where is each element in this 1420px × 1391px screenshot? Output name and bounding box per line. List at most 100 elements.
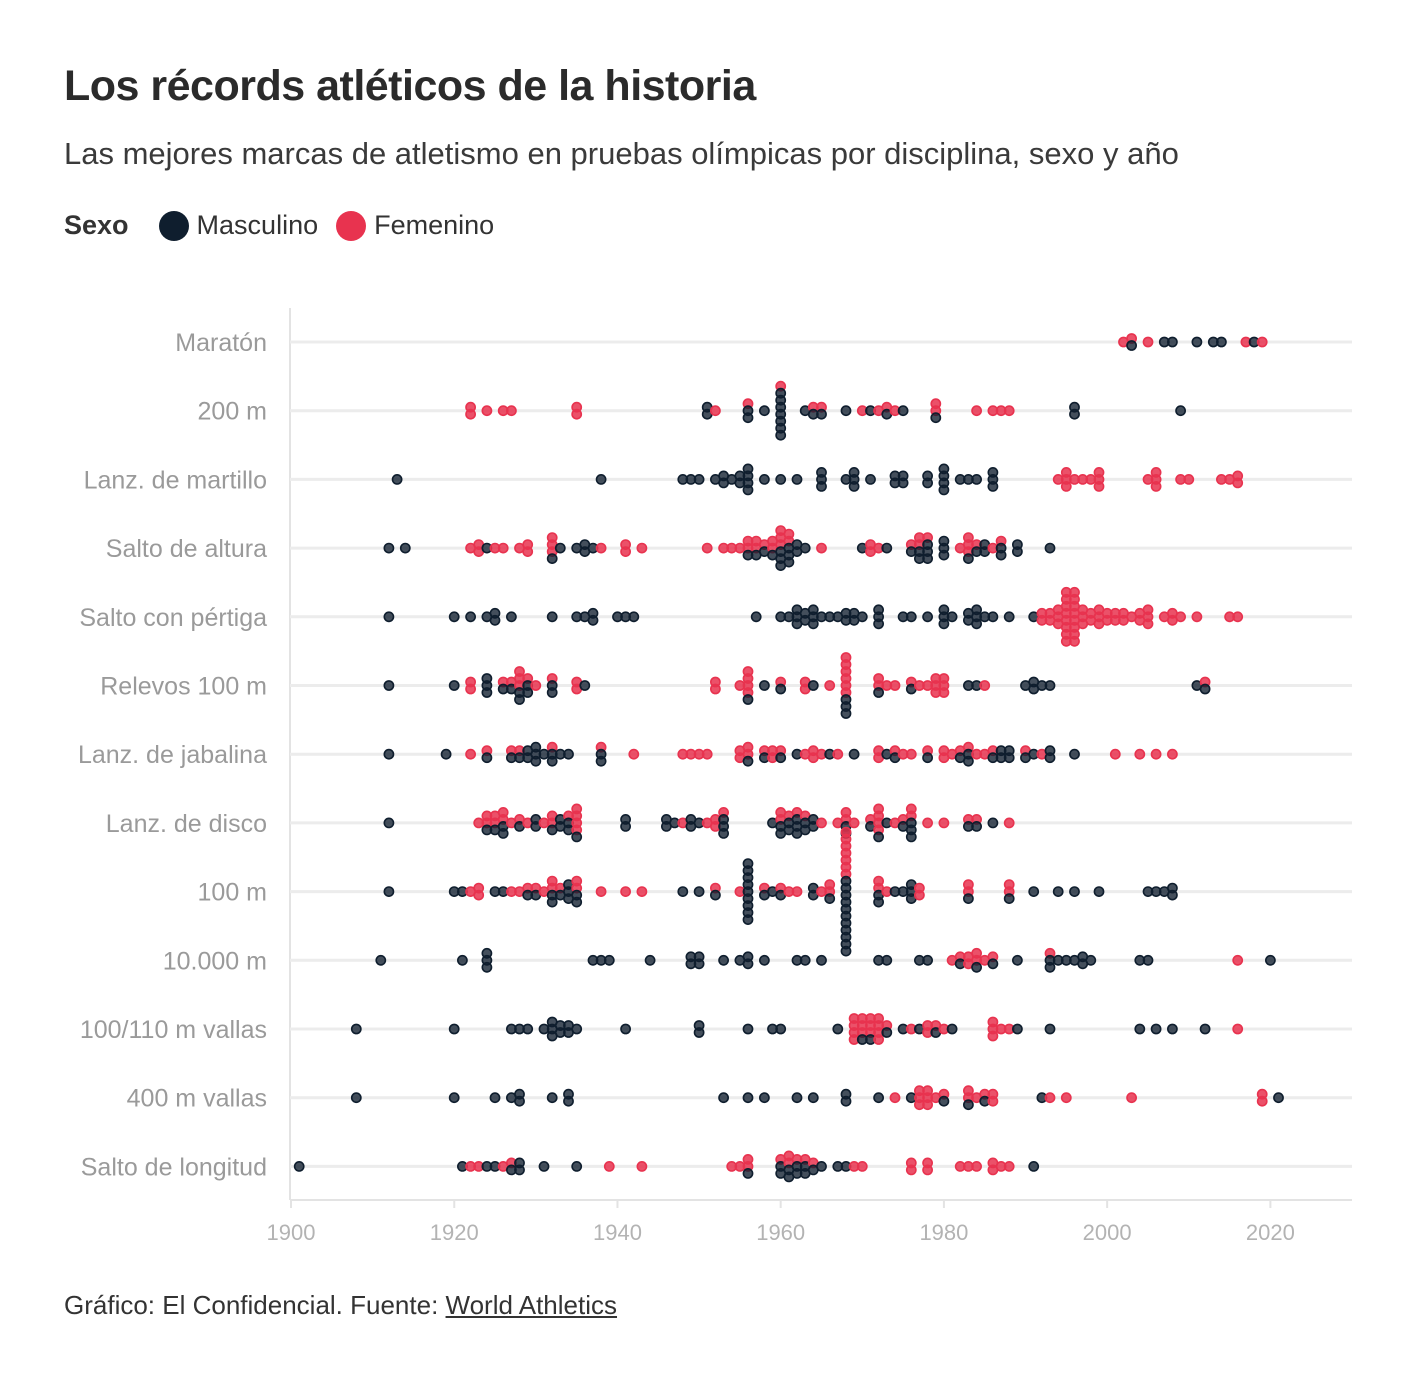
record-dot-femenino — [1044, 1092, 1056, 1104]
record-dot-femenino — [816, 542, 827, 554]
record-dot-femenino — [824, 680, 836, 691]
record-dot-masculino — [530, 755, 542, 767]
source-link[interactable]: World Athletics — [445, 1290, 618, 1320]
legend-swatch-masculino — [158, 210, 189, 241]
record-dot-masculino — [448, 1092, 460, 1104]
record-dot-masculino — [1150, 1023, 1162, 1035]
x-tick-label: 1960 — [756, 1220, 805, 1245]
record-dot-masculino — [816, 954, 827, 966]
record-dot-masculino — [816, 480, 827, 492]
record-dot-masculino — [1012, 546, 1023, 557]
record-dot-masculino — [383, 680, 395, 691]
record-dot-masculino — [1044, 680, 1056, 691]
record-dot-masculino — [987, 611, 999, 623]
record-dot-femenino — [922, 817, 933, 829]
record-dot-masculino — [824, 893, 836, 904]
record-dot-masculino — [987, 480, 999, 492]
record-dot-masculino — [775, 752, 787, 764]
legend-label-masculino: Masculino — [196, 210, 319, 240]
record-dot-femenino — [971, 405, 982, 417]
record-dot-masculino — [514, 1164, 525, 1176]
record-dot-masculino — [840, 405, 852, 417]
record-dot-masculino — [522, 687, 534, 698]
record-dot-masculino — [881, 954, 893, 966]
footer-credit: Gráfico: El Confidencial. Fuente: — [64, 1290, 446, 1320]
record-dot-femenino — [522, 546, 534, 557]
record-dot-masculino — [546, 687, 558, 698]
record-dot-masculino — [987, 958, 999, 970]
record-dot-masculino — [1216, 336, 1227, 348]
record-dot-femenino — [979, 680, 991, 691]
record-dot-masculino — [1028, 1161, 1040, 1172]
record-dot-masculino — [963, 553, 974, 564]
record-dot-masculino — [522, 1023, 534, 1035]
record-dot-masculino — [963, 1099, 974, 1111]
record-dot-masculino — [554, 542, 566, 554]
legend-label-femenino: Femenino — [374, 210, 495, 240]
x-tick-label: 1900 — [267, 1220, 316, 1245]
record-dot-masculino — [1093, 886, 1105, 897]
record-dot-masculino — [571, 896, 583, 908]
record-dot-femenino — [595, 886, 607, 897]
record-dot-femenino — [1093, 480, 1105, 492]
record-dot-masculino — [1012, 954, 1023, 966]
record-dot-masculino — [1069, 748, 1080, 760]
record-dot-femenino — [701, 748, 713, 760]
row-label: 400 m vallas — [127, 1085, 267, 1113]
record-dot-masculino — [1126, 340, 1137, 351]
record-dot-femenino — [1183, 473, 1195, 485]
record-dot-femenino — [497, 542, 509, 554]
record-dot-masculino — [718, 954, 729, 966]
record-dot-femenino — [710, 405, 721, 417]
record-dot-masculino — [579, 680, 591, 691]
row-label: 10.000 m — [163, 947, 267, 975]
record-dot-masculino — [840, 945, 852, 957]
record-dot-femenino — [465, 683, 476, 695]
record-dot-masculino — [759, 680, 770, 691]
record-dot-masculino — [1191, 336, 1203, 348]
record-dot-masculino — [742, 914, 754, 925]
record-dot-masculino — [1069, 886, 1080, 897]
record-dot-masculino — [677, 886, 689, 897]
legend-title: Sexo — [64, 210, 129, 240]
record-dot-masculino — [563, 748, 574, 760]
record-dot-masculino — [456, 954, 468, 966]
record-dot-masculino — [693, 958, 705, 970]
record-dot-femenino — [922, 1164, 933, 1176]
record-dot-masculino — [922, 954, 933, 966]
record-dot-femenino — [1142, 618, 1154, 630]
record-dot-masculino — [742, 1168, 754, 1179]
record-dot-masculino — [791, 473, 803, 485]
record-dot-femenino — [473, 889, 485, 901]
record-dot-femenino — [636, 886, 648, 897]
record-dot-masculino — [742, 694, 754, 705]
record-dot-masculino — [546, 896, 558, 908]
record-dot-femenino — [791, 886, 803, 897]
record-dot-masculino — [946, 611, 958, 623]
x-tick-label: 2020 — [1246, 1220, 1295, 1245]
row-label: Salto de longitud — [81, 1153, 267, 1181]
record-dot-masculino — [938, 549, 950, 561]
record-dot-masculino — [759, 1092, 770, 1104]
record-dot-masculino — [603, 954, 615, 966]
record-dot-masculino — [1044, 961, 1056, 973]
record-dot-femenino — [1175, 611, 1186, 623]
chart-subtitle: Las mejores marcas de atletismo en prueb… — [64, 136, 1179, 171]
record-dot-masculino — [938, 618, 950, 630]
record-dot-masculino — [481, 687, 493, 698]
record-dot-masculino — [563, 1095, 574, 1107]
beeswarm-chart: Maratón 200 m Lanz. de martillo Salto de al… — [78, 308, 1352, 1245]
record-dot-masculino — [963, 893, 974, 904]
record-dot-masculino — [644, 954, 656, 966]
record-dot-masculino — [693, 473, 705, 485]
record-dot-femenino — [1232, 477, 1244, 489]
record-dot-femenino — [922, 1099, 933, 1111]
record-dot-masculino — [546, 611, 558, 623]
record-dot-femenino — [701, 542, 713, 554]
record-dot-masculino — [848, 748, 860, 760]
record-dot-masculino — [840, 1095, 852, 1107]
record-dot-femenino — [1150, 480, 1162, 492]
record-dot-femenino — [938, 687, 950, 698]
row-label: 100/110 m vallas — [80, 1016, 267, 1044]
record-dot-masculino — [489, 1092, 501, 1104]
